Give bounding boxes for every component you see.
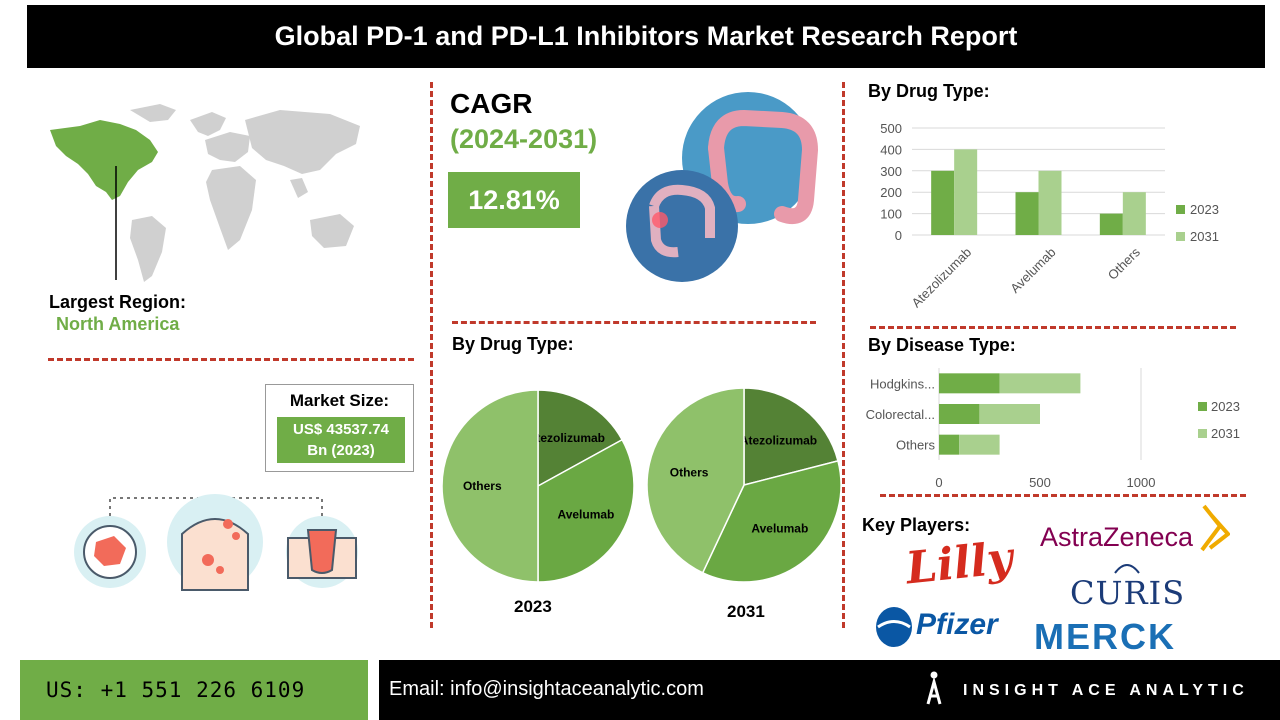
astrazeneca-logo: AstraZeneca	[1040, 522, 1194, 552]
bar-2031	[999, 373, 1081, 394]
x-tick-label: Avelumab	[1007, 245, 1058, 296]
footer-brand: INSIGHT ACE ANALYTIC	[963, 682, 1249, 699]
x-tick-label: Others	[1105, 244, 1144, 283]
y-tick-label: Others	[896, 438, 936, 453]
divider-disease	[880, 494, 1246, 497]
pie-label: Others	[463, 479, 502, 493]
world-map	[50, 104, 360, 282]
bar-2023	[939, 404, 980, 424]
legend-swatch	[1198, 402, 1207, 411]
pie-label: Atezolizumab	[740, 434, 817, 448]
pie-slice-avelumab	[701, 459, 842, 583]
footer-bar: Email: info@insightaceanalytic.com INSIG…	[379, 660, 1280, 720]
y-tick-label: 100	[880, 207, 902, 222]
region-label: Largest Region:	[49, 292, 187, 312]
key-players-title: Key Players:	[862, 515, 971, 535]
market-size-card: Market Size: US$ 43537.74 Bn (2023)	[265, 384, 414, 472]
divider-left	[430, 82, 433, 628]
market-size-value: US$ 43537.74 Bn (2023)	[277, 417, 405, 463]
page-title-bar: Global PD-1 and PD-L1 Inhibitors Market …	[27, 5, 1265, 68]
x-tick-label: 500	[1029, 475, 1051, 490]
disease-section-title: By Disease Type:	[868, 335, 1016, 355]
legend-swatch	[1198, 429, 1207, 438]
bar-2031	[1122, 192, 1146, 235]
bar-2023	[1015, 192, 1039, 235]
region-value: North America	[56, 314, 180, 334]
pfizer-symbol-icon	[876, 607, 912, 647]
legend-swatch	[1176, 205, 1185, 214]
market-size-line2: Bn (2023)	[307, 442, 375, 459]
cagr-label: CAGR	[450, 88, 533, 119]
insight-ace-logo-icon	[926, 671, 942, 705]
pie-label: Avelumab	[751, 521, 808, 535]
y-tick-label: Colorectal...	[866, 407, 935, 422]
divider-right	[842, 82, 845, 628]
cagr-value: 12.81%	[448, 172, 580, 228]
bar-section-title: By Drug Type:	[868, 81, 990, 101]
footer-email[interactable]: Email: info@insightaceanalytic.com	[389, 678, 704, 700]
legend-swatch	[1176, 232, 1185, 241]
tumor-illustration	[74, 494, 358, 591]
drug-type-bar-chart: 0 100 200 300 400 500 Atezolizumab Avelumab Othe…	[880, 121, 1219, 311]
merck-logo: MERCK	[1034, 616, 1176, 657]
pie-section-title: By Drug Type:	[452, 334, 574, 354]
x-tick-label: 0	[935, 475, 942, 490]
x-tick-label: Atezolizumab	[908, 245, 974, 311]
y-tick-label: 300	[880, 164, 902, 179]
bar-2031	[1038, 170, 1062, 235]
bar-2023	[931, 170, 955, 235]
pfizer-logo: Pfizer	[916, 608, 998, 641]
bar-2023	[939, 373, 1000, 394]
astrazeneca-symbol-icon	[1200, 504, 1230, 552]
market-size-label: Market Size:	[289, 391, 390, 410]
legend-label: 2031	[1211, 426, 1240, 441]
pie-chart-2031: Atezolizumab Avelumab Others	[646, 387, 842, 583]
pie-slice-atezolizumab	[743, 387, 839, 486]
legend-label: 2031	[1190, 229, 1219, 244]
divider-region	[48, 358, 414, 361]
y-tick-label: 200	[880, 185, 902, 200]
pie-year-2031: 2031	[727, 602, 765, 621]
y-tick-label: 400	[880, 142, 902, 157]
pie-label: Avelumab	[557, 507, 614, 521]
legend-label: 2023	[1190, 202, 1219, 217]
bar-2031	[954, 149, 978, 235]
pie-label: Atezolizumab	[528, 431, 605, 445]
legend-label: 2023	[1211, 399, 1240, 414]
curis-arc-icon	[1114, 564, 1140, 574]
page-title: Global PD-1 and PD-L1 Inhibitors Market …	[274, 21, 1018, 51]
pie-year-2023: 2023	[514, 597, 552, 616]
pie-slice-atezolizumab	[537, 389, 624, 488]
lilly-logo: Lilly	[903, 532, 1016, 595]
pie-slice-others	[441, 389, 539, 583]
divider-bar	[870, 326, 1236, 329]
x-tick-label: 1000	[1127, 475, 1156, 490]
market-size-line1: US$ 43537.74	[293, 421, 389, 438]
pie-slice-others	[646, 387, 745, 574]
y-tick-label: Hodgkins...	[870, 376, 935, 391]
y-tick-label: 0	[895, 228, 902, 243]
curis-logo: CURIS	[1070, 574, 1186, 612]
divider-cagr	[452, 321, 816, 324]
pie-chart-2023: Atezolizumab Avelumab Others	[441, 389, 635, 583]
bar-2031	[979, 404, 1040, 424]
pie-slice-avelumab	[537, 438, 635, 583]
colon-illustration	[626, 92, 819, 282]
pie-label: Others	[670, 466, 709, 480]
y-tick-label: 500	[880, 121, 902, 136]
bar-2023	[1099, 213, 1123, 235]
disease-type-bar-chart: 0 500 1000 Hodgkins... Colorectal... Others 20…	[866, 368, 1240, 490]
bar-2023	[939, 434, 960, 455]
footer-phone[interactable]: US: +1 551 226 6109	[20, 660, 368, 720]
cagr-period: (2024-2031)	[450, 124, 598, 154]
bar-2031	[959, 434, 1000, 455]
